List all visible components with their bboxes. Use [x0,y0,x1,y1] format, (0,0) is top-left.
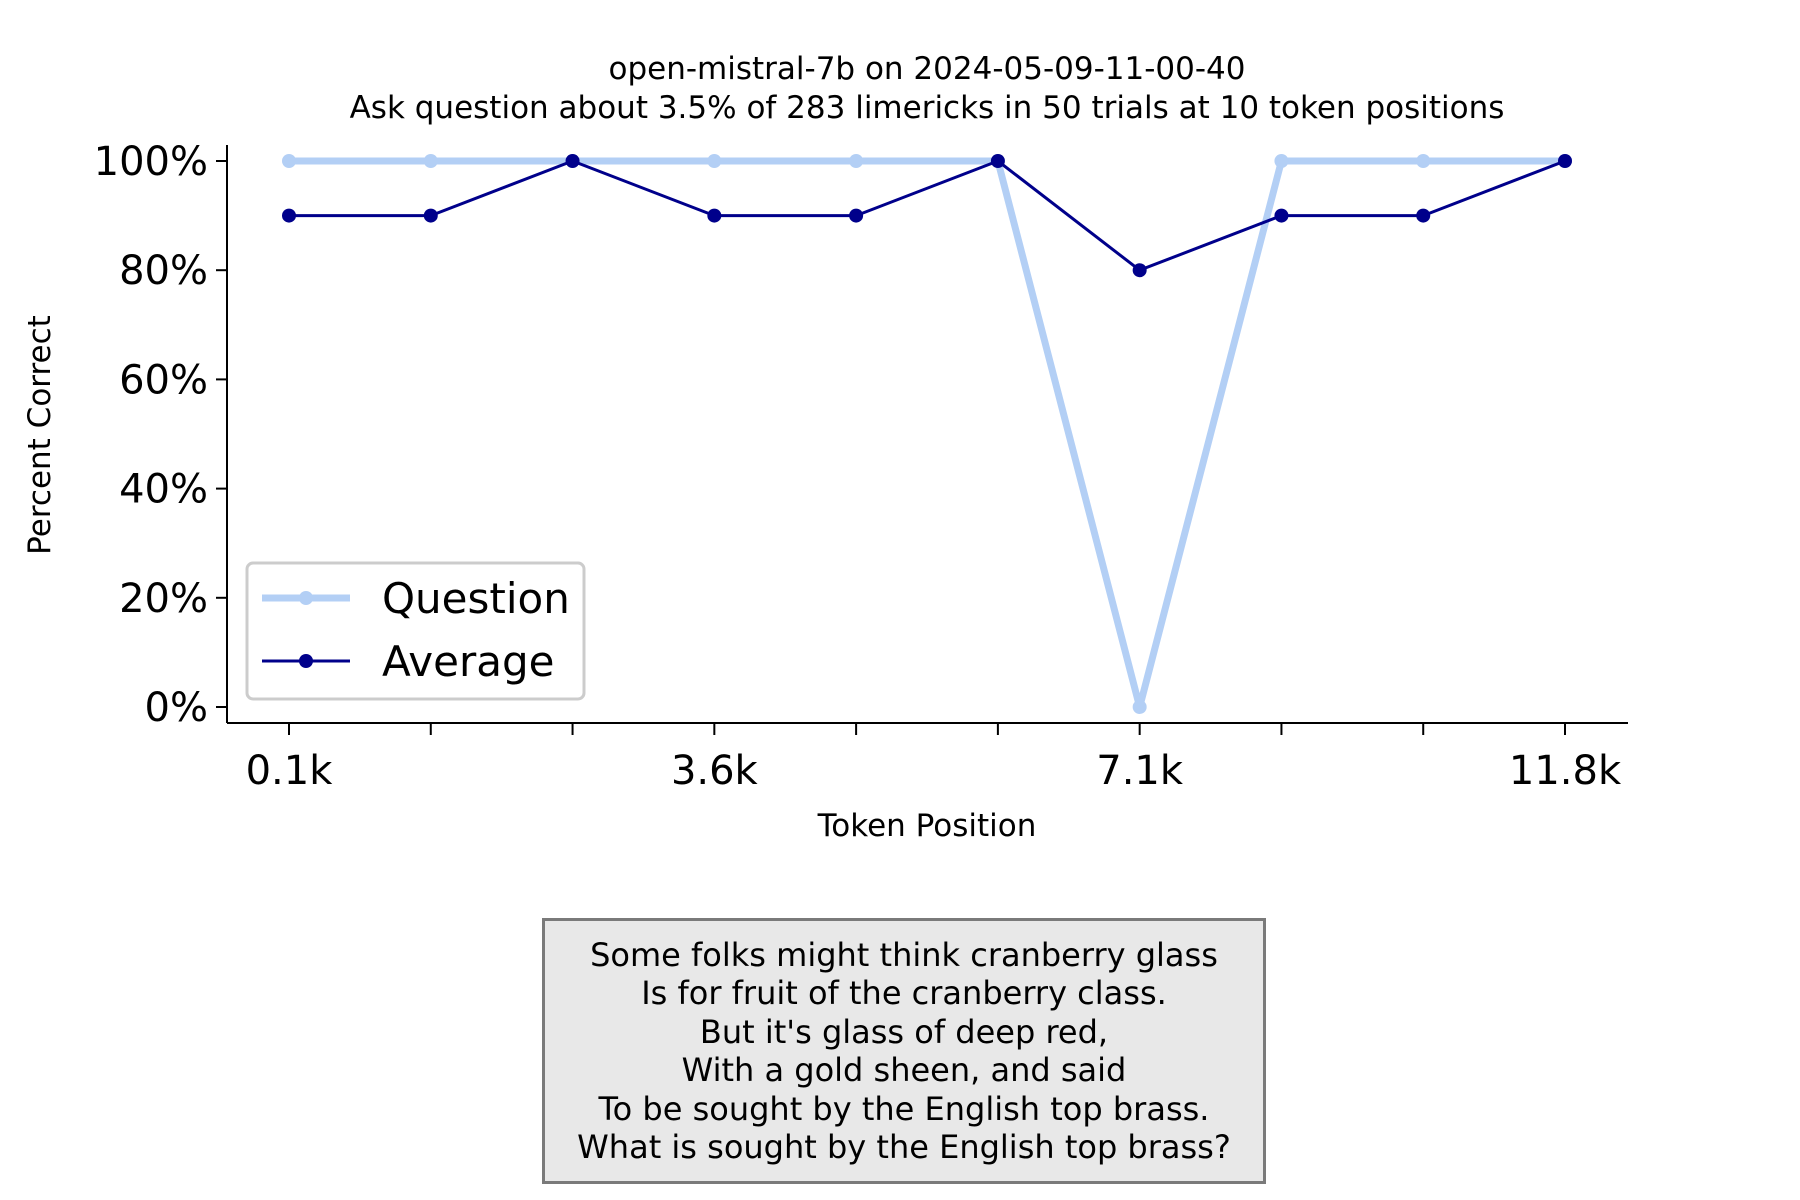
legend-label-average: Average [382,637,554,686]
y-tick-label: 0% [145,685,208,731]
axes: 0% 20% 40% 60% 80% 100% 0.1k 3.6k 7.1k 11.8k [94,139,1628,794]
limerick-line: What is sought by the English top brass? [577,1128,1231,1166]
data-point-question [423,154,438,168]
limerick-line: But it's glass of deep red, [699,1012,1109,1051]
data-point-average [1558,154,1572,168]
legend-marker-question [299,591,313,605]
data-point-average [849,208,864,223]
data-point-average [423,208,438,223]
data-point-question [1132,700,1147,714]
series-line-average [289,159,1566,272]
data-point-average [1132,263,1147,278]
legend: Question Average [245,561,586,701]
limerick-line: Some folks might think cranberry glass [590,935,1218,974]
x-tick-label: 3.6k [671,748,759,794]
y-tick-label: 100% [94,139,208,185]
data-point-question [707,154,722,168]
x-tick-label: 11.8k [1509,748,1622,794]
y-tick-label: 60% [119,357,208,403]
series-line-question [289,157,1565,711]
data-point-question [849,154,864,168]
data-point-average [1416,208,1431,223]
data-point-average [707,208,722,223]
x-axis-label: Token Position [817,808,1037,844]
limerick-line: To be sought by the English top brass. [598,1089,1210,1128]
legend-label-question: Question [382,574,570,623]
limerick-line: With a gold sheen, and said [681,1051,1127,1089]
y-tick-label: 80% [119,248,208,294]
data-point-question [1416,154,1431,168]
data-point-average [565,154,580,168]
limerick-box: Some folks might think cranberry glass Is… [542,918,1266,1184]
data-point-question [282,154,296,168]
x-tick-label: 0.1k [246,748,334,794]
limerick-line: Is for fruit of the cranberry class. [641,974,1167,1012]
data-point-average [282,208,296,223]
x-tick-label: 7.1k [1096,748,1184,794]
y-axis-label: Percent Correct [22,315,58,555]
data-point-question [1274,154,1289,168]
data-point-average [1274,208,1289,223]
legend-marker-average [299,654,313,668]
data-point-average [990,154,1005,168]
chart-subtitle: Ask question about 3.5% of 283 limericks… [350,90,1505,126]
chart-title: open-mistral-7b on 2024-05-09-11-00-40 [609,51,1246,87]
y-tick-label: 20% [119,576,208,622]
series-layer [282,154,1572,714]
y-tick-label: 40% [119,467,208,513]
